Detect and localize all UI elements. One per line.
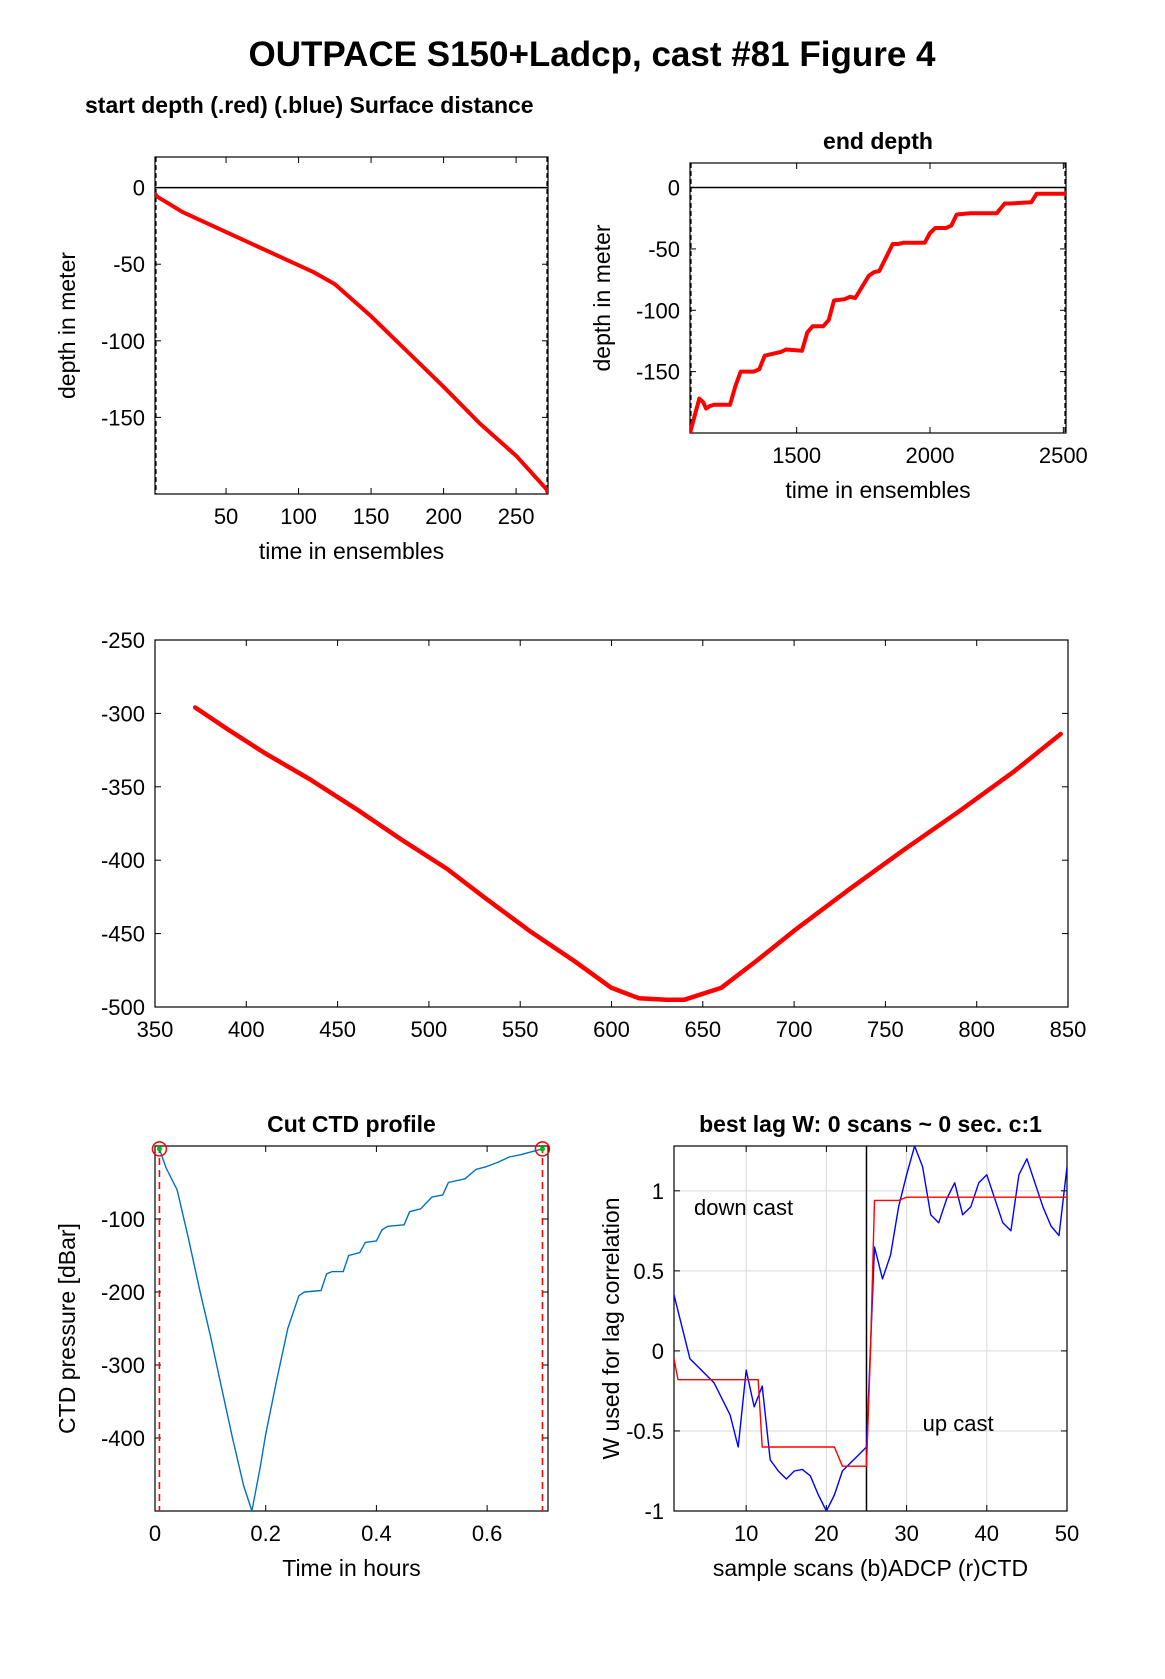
series-line-ctd	[674, 1196, 1067, 1467]
x-tick-label: 750	[867, 1017, 904, 1042]
x-axis-label: time in ensembles	[259, 538, 444, 564]
y-tick-label: 1	[652, 1179, 664, 1204]
chart-p5: 10 20 30 40 50 1 0.5 0 -0.5 -1 best lag W: 0 scans…	[598, 1111, 1079, 1581]
x-tick-label: 2000	[906, 443, 955, 468]
y-tick-label: -50	[648, 237, 680, 262]
y-axis-label: depth in meter	[589, 224, 615, 371]
x-tick-label: 150	[353, 504, 390, 529]
y-axis-label: CTD pressure [dBar]	[54, 1223, 80, 1434]
chart-p3: 350 400 450 500 550 600 650 700 750 800 850 -250 -30…	[101, 628, 1086, 1042]
chart-p1: 50 100 150 200 250 0 -50 -100 -150 start depth (.…	[54, 92, 549, 564]
x-tick-label: 850	[1050, 1017, 1087, 1042]
y-tick-label: 0	[133, 176, 145, 201]
cut-point-marker	[534, 1141, 551, 1157]
x-tick-label: 550	[502, 1017, 539, 1042]
axes-frame	[673, 1145, 1068, 1512]
cut-point-dot	[156, 1146, 162, 1152]
y-tick-label: -300	[101, 1353, 145, 1378]
y-tick-label: -100	[101, 1207, 145, 1232]
x-tick-label: 700	[776, 1017, 813, 1042]
series-line-0	[155, 193, 548, 493]
y-tick-label: -1	[644, 1499, 664, 1524]
x-tick-label: 2500	[1039, 443, 1088, 468]
chart-title: start depth (.red) (.blue) Surface dista…	[85, 92, 534, 118]
y-tick-label: -0.5	[626, 1419, 664, 1444]
y-tick-label: -100	[101, 329, 145, 354]
annotation-label: down cast	[694, 1195, 793, 1220]
x-tick-label: 50	[1055, 1521, 1079, 1546]
y-axis-label: W used for lag correlation	[598, 1197, 624, 1459]
x-axis-label: time in ensembles	[785, 477, 970, 503]
x-tick-label: 0.4	[361, 1521, 392, 1546]
x-tick-label: 50	[214, 504, 238, 529]
y-tick-label: -300	[101, 701, 145, 726]
x-tick-label: 500	[411, 1017, 448, 1042]
x-tick-label: 450	[319, 1017, 356, 1042]
y-tick-label: -450	[101, 922, 145, 947]
y-axis-label: depth in meter	[54, 252, 80, 399]
x-tick-label: 40	[975, 1521, 999, 1546]
cut-point-marker	[151, 1141, 168, 1157]
y-tick-label: -400	[101, 1426, 145, 1451]
chart-title: end depth	[823, 128, 933, 154]
y-tick-label: -400	[101, 848, 145, 873]
x-tick-label: 100	[280, 504, 317, 529]
plot-area	[674, 1146, 1067, 1511]
series-line-0	[158, 1148, 544, 1511]
axes-frame	[689, 162, 1067, 434]
y-tick-label: -150	[636, 360, 680, 385]
chart-title: Cut CTD profile	[267, 1111, 436, 1137]
series-line-0	[192, 705, 1063, 1002]
x-tick-label: 200	[425, 504, 462, 529]
series-end-point	[690, 430, 693, 433]
y-tick-label: -500	[101, 995, 145, 1020]
axes-frame	[154, 156, 549, 495]
x-tick-label: 0.6	[472, 1521, 503, 1546]
x-tick-label: 800	[958, 1017, 995, 1042]
x-tick-label: 20	[814, 1521, 838, 1546]
x-tick-label: 250	[498, 504, 535, 529]
plot-area	[192, 705, 1063, 1002]
axes-frame	[154, 639, 1069, 1008]
plot-area	[690, 163, 1066, 433]
series-end-point	[1063, 190, 1066, 197]
x-tick-label: 650	[684, 1017, 721, 1042]
y-tick-label: -250	[101, 628, 145, 653]
x-tick-label: 1500	[772, 443, 821, 468]
plot-area	[158, 1146, 544, 1511]
annotation-label: up cast	[923, 1411, 994, 1436]
chart-p2: 1500 2000 2500 0 -50 -100 -150 end depth time in…	[589, 128, 1088, 503]
axes-frame	[154, 1145, 549, 1512]
cut-point-dot	[539, 1146, 545, 1152]
series-end-point	[545, 487, 548, 494]
chart-p4: 0 0.2 0.4 0.6 -100 -200 -300 -400 Cut CTD profil…	[54, 1111, 551, 1581]
x-tick-label: 350	[137, 1017, 174, 1042]
x-tick-label: 10	[734, 1521, 758, 1546]
plot-area	[155, 157, 548, 494]
y-tick-label: -50	[113, 252, 145, 277]
y-tick-label: 0.5	[633, 1259, 664, 1284]
chart-title: best lag W: 0 scans ~ 0 sec. c:1	[699, 1111, 1042, 1137]
y-tick-label: -150	[101, 405, 145, 430]
series-line-0	[690, 191, 1066, 433]
series-end-point	[155, 192, 158, 199]
x-tick-label: 400	[228, 1017, 265, 1042]
x-axis-label: sample scans (b)ADCP (r)CTD	[713, 1555, 1028, 1581]
x-tick-label: 30	[894, 1521, 918, 1546]
x-tick-label: 600	[593, 1017, 630, 1042]
y-tick-label: 0	[652, 1339, 664, 1364]
y-tick-label: -200	[101, 1280, 145, 1305]
y-tick-label: -100	[636, 298, 680, 323]
y-tick-label: 0	[668, 176, 680, 201]
x-tick-label: 0	[149, 1521, 161, 1546]
x-axis-label: Time in hours	[282, 1555, 420, 1581]
x-tick-label: 0.2	[250, 1521, 281, 1546]
figure-title: OUTPACE S150+Ladcp, cast #81 Figure 4	[249, 35, 937, 74]
y-tick-label: -350	[101, 775, 145, 800]
